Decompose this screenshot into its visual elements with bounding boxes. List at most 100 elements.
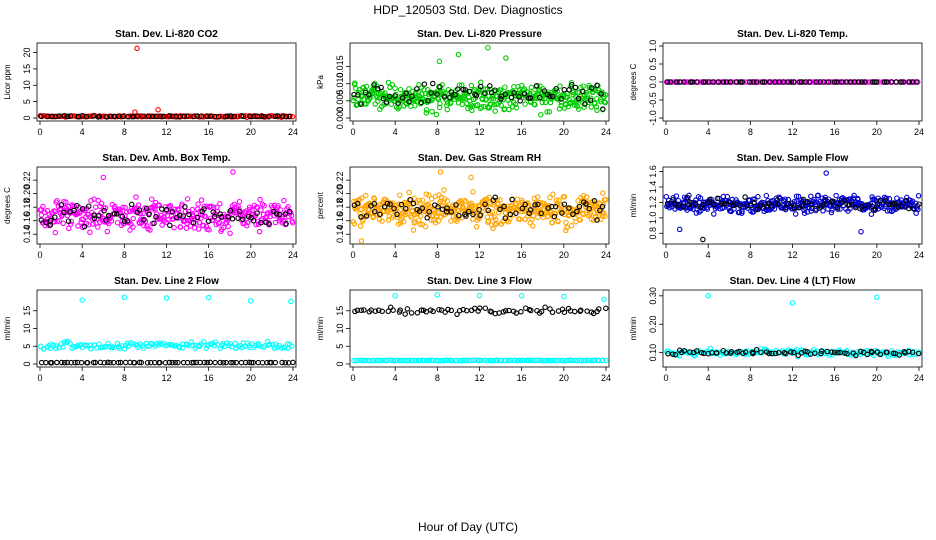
y-axis-label: percent — [316, 191, 325, 218]
data-point — [534, 194, 541, 200]
data-point — [840, 79, 847, 85]
data-point — [455, 86, 461, 92]
data-point — [146, 211, 152, 218]
data-point — [597, 207, 603, 214]
data-point — [700, 79, 707, 85]
data-point — [782, 196, 788, 202]
data-point — [758, 349, 764, 355]
data-point — [542, 99, 549, 106]
data-point — [434, 292, 441, 298]
data-point — [289, 219, 296, 226]
data-point — [874, 79, 880, 85]
data-point — [915, 193, 922, 199]
data-point — [468, 357, 475, 364]
data-point — [468, 82, 475, 89]
data-point — [485, 207, 491, 214]
data-point — [551, 213, 558, 220]
data-point — [831, 79, 838, 85]
data-point — [56, 218, 62, 224]
x-tick-label: 0 — [663, 373, 668, 383]
data-point — [180, 213, 187, 219]
chart-title: Stan. Dev. Li-820 Temp. — [737, 29, 848, 40]
series-samples — [351, 292, 609, 364]
data-point — [99, 344, 106, 351]
data-point — [228, 113, 234, 119]
data-point — [546, 109, 553, 115]
data-point — [437, 84, 443, 90]
data-point — [542, 304, 548, 311]
data-point — [851, 192, 857, 199]
data-point — [140, 210, 146, 217]
data-point — [535, 214, 541, 221]
data-point — [495, 357, 501, 364]
data-point — [169, 359, 175, 366]
data-point — [555, 218, 561, 225]
x-tick-label: 20 — [246, 373, 256, 383]
data-point — [201, 206, 207, 212]
data-point — [789, 200, 795, 207]
data-point — [358, 195, 365, 201]
data-point — [108, 113, 114, 120]
data-point — [570, 211, 576, 218]
x-tick-label: 8 — [122, 127, 127, 137]
data-point — [498, 96, 504, 102]
data-point — [453, 202, 459, 208]
x-tick-label: 20 — [559, 127, 569, 137]
data-point — [121, 294, 128, 301]
data-point — [492, 87, 498, 93]
data-point — [207, 359, 213, 366]
data-point — [444, 100, 451, 106]
y-axis-label: kPa — [316, 75, 325, 89]
data-point — [468, 200, 475, 207]
data-point — [602, 99, 609, 106]
data-point — [52, 113, 59, 120]
data-point — [290, 359, 296, 366]
data-point — [212, 213, 218, 220]
data-point — [163, 295, 170, 301]
series-samples — [38, 294, 295, 352]
y-axis-label: degrees C — [3, 187, 12, 224]
data-point — [761, 79, 768, 85]
data-point — [410, 357, 416, 364]
data-point — [442, 90, 448, 97]
data-point — [818, 350, 824, 357]
data-point — [477, 83, 484, 90]
data-point — [444, 198, 451, 204]
data-point — [404, 306, 411, 312]
data-point — [455, 51, 462, 58]
data-point — [351, 221, 358, 227]
x-tick-label: 0 — [37, 250, 42, 260]
data-point — [101, 360, 108, 366]
chart-title: Stan. Dev. Sample Flow — [737, 153, 849, 164]
data-point — [837, 201, 843, 207]
data-point — [858, 228, 864, 235]
data-point — [61, 359, 68, 366]
data-point — [673, 193, 680, 199]
data-point — [482, 201, 488, 208]
data-point — [159, 206, 165, 212]
data-point — [390, 357, 397, 364]
data-point — [261, 113, 267, 120]
data-point — [502, 215, 509, 221]
data-point — [412, 102, 418, 109]
data-point — [436, 104, 443, 111]
data-point — [352, 308, 358, 315]
data-point — [576, 203, 583, 210]
data-point — [900, 79, 906, 85]
data-point — [163, 206, 170, 213]
data-point — [172, 359, 179, 366]
data-point — [505, 219, 512, 225]
data-point — [206, 227, 212, 233]
data-point — [882, 198, 888, 204]
data-point — [191, 113, 197, 120]
data-point — [58, 202, 65, 208]
data-point — [428, 196, 435, 202]
data-point — [402, 205, 409, 212]
data-point — [144, 223, 150, 229]
data-point — [108, 345, 115, 351]
data-point — [510, 211, 516, 218]
data-point — [434, 91, 440, 97]
data-point — [903, 198, 909, 204]
data-point — [874, 201, 881, 207]
data-point — [581, 104, 587, 110]
